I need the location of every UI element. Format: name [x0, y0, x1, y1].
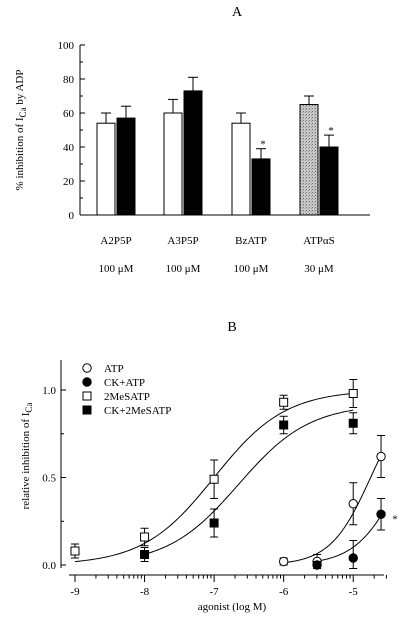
- panel-a-bars: **: [96, 76, 339, 216]
- point-2mesatp: [209, 474, 219, 484]
- panel-b-xlabel: agonist (log M): [198, 601, 267, 613]
- panel-b-points: *: [70, 379, 398, 570]
- panel-b-y-tick-label: 0.5: [42, 473, 56, 485]
- panel-a-y-tick-label: 20: [63, 176, 75, 188]
- legend-label-2mesatp: 2MeSATP: [104, 391, 150, 403]
- point-2mesatp: [70, 546, 80, 556]
- group-conc-label: 100 μM: [234, 263, 269, 275]
- point-atp: [376, 451, 386, 462]
- fit-curve-ck-atp: [318, 515, 382, 562]
- panel-a-ylabel-tail: by ADP: [14, 70, 26, 108]
- svg-text:relative inhibition of ICa: relative inhibition of ICa: [20, 403, 34, 510]
- panel-a-label: A: [232, 5, 243, 20]
- panel-b: B relative inhibition of ICa agonist (lo…: [20, 320, 398, 613]
- panel-b-x-tick-label: -7: [210, 586, 220, 598]
- point-ck-atp: [348, 553, 358, 563]
- panel-b-label: B: [227, 320, 236, 335]
- bar-a2p5p-control: [96, 122, 116, 216]
- group-name-label: BzATP: [235, 235, 267, 247]
- group-conc-label: 100 μM: [99, 263, 134, 275]
- legend-label-ck-atp: CK+ATP: [104, 377, 145, 389]
- panel-b-ylabel-main: relative inhibition of I: [20, 412, 32, 509]
- panel-a: A % inhibition of ICa by ADP 0 20 40 60 80 10…: [14, 5, 370, 275]
- point-ck-2mesatp: [209, 518, 219, 528]
- panel-a-y-tick-label: 0: [69, 210, 75, 222]
- legend-marker: [82, 391, 92, 401]
- panel-a-y-tick-label: 80: [63, 74, 75, 86]
- point-2mesatp: [140, 532, 150, 542]
- panel-a-ylabel-sub: Ca: [18, 107, 28, 117]
- significance-star: *: [328, 125, 334, 137]
- significance-star: *: [392, 513, 398, 525]
- legend-marker: [82, 363, 92, 373]
- panel-b-x-tick-label: -8: [140, 586, 150, 598]
- legend-marker: [82, 405, 92, 415]
- point-ck-2mesatp: [140, 550, 150, 559]
- panel-a-y-tick-label: 100: [58, 40, 75, 52]
- group-conc-label: 30 μM: [304, 263, 334, 275]
- point-2mesatp: [348, 389, 358, 398]
- group-name-label: ATPαS: [303, 235, 334, 247]
- point-atp: [348, 499, 358, 509]
- panel-b-fit-curves: [74, 392, 382, 564]
- point-2mesatp: [279, 397, 289, 407]
- bar-a2p5p-test: [116, 117, 136, 216]
- bar-bzatp-test: [251, 158, 271, 216]
- panel-a-y-tick-label: 60: [63, 108, 75, 120]
- panel-b-ylabel: relative inhibition of ICa: [20, 403, 34, 510]
- fit-curve-atp: [283, 455, 382, 564]
- panel-b-y-tick-label: 1.0: [42, 385, 56, 397]
- bar-a3p5p-test: [183, 90, 203, 216]
- legend-label-atp: ATP: [104, 363, 124, 375]
- panel-b-axes: 0.0 0.5 1.0 -9 -8 -7 -6 -5: [42, 360, 387, 598]
- point-ck-2mesatp: [348, 418, 358, 428]
- panel-b-legend: ATP CK+ATP 2MeSATP CK+2MeSATP: [82, 363, 171, 417]
- group-conc-label: 100 μM: [166, 263, 201, 275]
- point-ck-atp: [376, 509, 386, 519]
- significance-star: *: [260, 139, 266, 151]
- svg-text:% inhibition of ICa by ADP: % inhibition of ICa by ADP: [14, 70, 28, 191]
- panel-b-x-tick-label: -6: [279, 586, 289, 598]
- legend-label-ck-2mesatp: CK+2MeSATP: [104, 405, 171, 417]
- panel-a-ylabel-main: % inhibition of I: [14, 117, 26, 190]
- panel-b-x-tick-label: -9: [70, 586, 80, 598]
- bar-a3p5p-control: [163, 112, 183, 216]
- point-atp: [278, 556, 289, 567]
- group-name-label: A2P5P: [100, 235, 131, 247]
- bar-atpαs-test: [319, 146, 339, 216]
- legend-marker: [82, 377, 92, 387]
- bar-bzatp-control: [231, 122, 251, 216]
- panel-b-ylabel-sub: Ca: [24, 403, 34, 413]
- panel-b-x-tick-label: -5: [349, 586, 359, 598]
- panel-a-y-tick-label: 40: [63, 142, 75, 154]
- point-ck-2mesatp: [279, 420, 289, 430]
- group-name-label: A3P5P: [167, 235, 198, 247]
- point-ck-atp: [312, 560, 322, 570]
- fit-curve-ck-2mesatp: [144, 409, 354, 555]
- panel-b-y-tick-label: 0.0: [42, 560, 56, 572]
- panel-a-group-labels: A2P5P 100 μM A3P5P 100 μM BzATP 100 μM ATPαS 30…: [99, 235, 335, 275]
- panel-a-ylabel: % inhibition of ICa by ADP: [14, 70, 28, 191]
- bar-atpαs-control: [299, 104, 319, 216]
